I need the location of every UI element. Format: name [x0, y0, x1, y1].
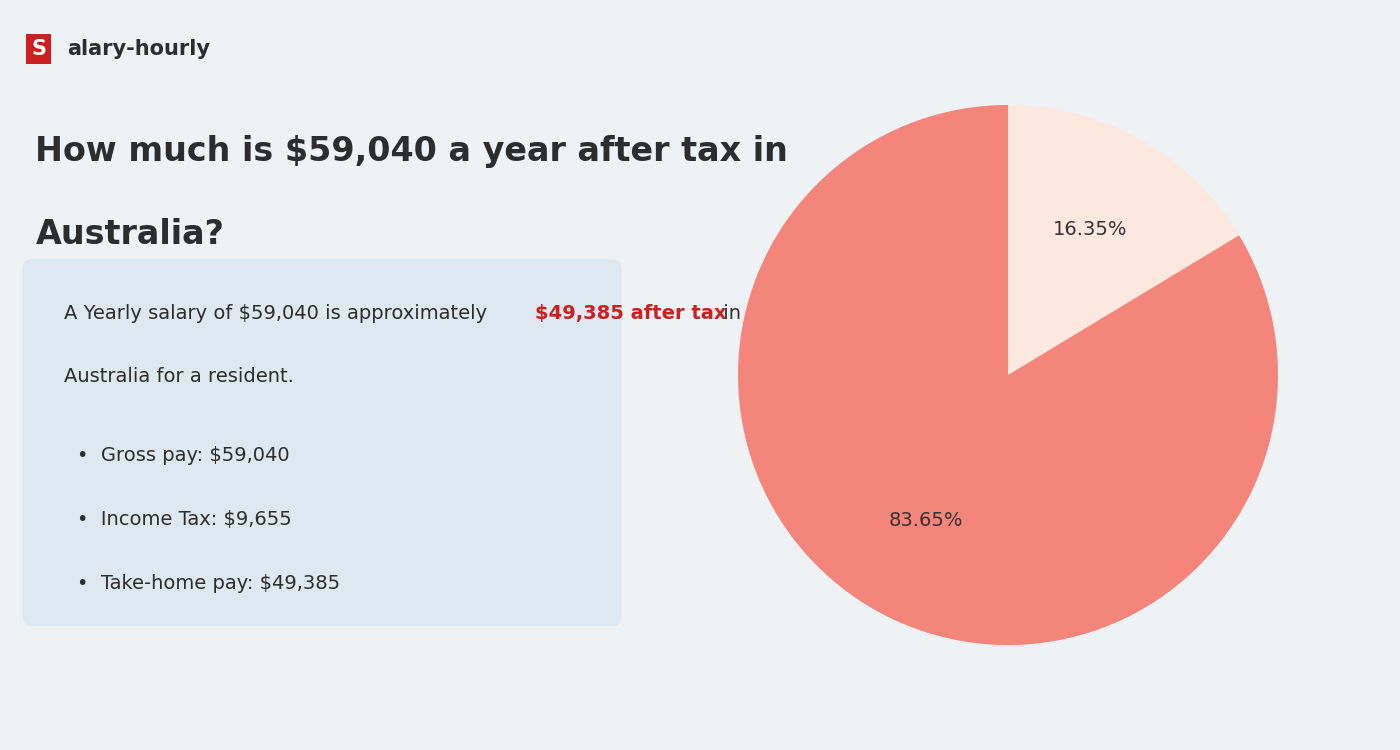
- Text: $49,385 after tax: $49,385 after tax: [535, 304, 727, 322]
- Text: How much is $59,040 a year after tax in: How much is $59,040 a year after tax in: [35, 135, 788, 168]
- Wedge shape: [1008, 105, 1239, 375]
- Text: •  Income Tax: $9,655: • Income Tax: $9,655: [77, 510, 293, 529]
- Wedge shape: [738, 105, 1278, 645]
- Text: •  Take-home pay: $49,385: • Take-home pay: $49,385: [77, 574, 340, 592]
- FancyBboxPatch shape: [22, 259, 622, 626]
- Text: 16.35%: 16.35%: [1053, 220, 1127, 239]
- Text: S: S: [31, 39, 46, 58]
- Text: •  Gross pay: $59,040: • Gross pay: $59,040: [77, 446, 290, 465]
- Text: Australia for a resident.: Australia for a resident.: [64, 368, 294, 386]
- Text: alary-hourly: alary-hourly: [67, 39, 210, 58]
- Text: A Yearly salary of $59,040 is approximately: A Yearly salary of $59,040 is approximat…: [64, 304, 494, 322]
- Text: Australia?: Australia?: [35, 217, 224, 250]
- Text: 83.65%: 83.65%: [889, 512, 963, 530]
- Text: in: in: [717, 304, 741, 322]
